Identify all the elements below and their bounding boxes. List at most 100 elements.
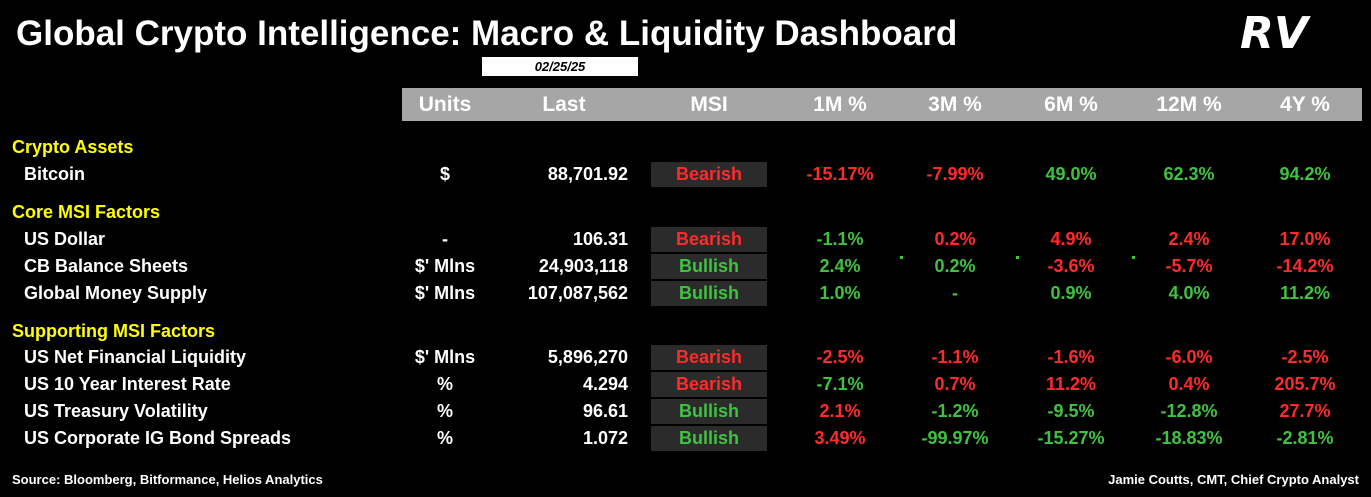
row-last: 24,903,118 [538,256,628,276]
row-name: US Treasury Volatility [24,401,208,421]
table-row: Bitcoin $ 88,701.92 Bearish -15.17% -7.9… [0,161,1371,188]
pct-6m: 0.9% [1050,283,1092,303]
pct-12m: -18.83% [1155,428,1223,448]
pct-12m: 4.0% [1168,283,1210,303]
table-row: US 10 Year Interest Rate % 4.294 Bearish… [0,371,1371,398]
header-msi: MSI [690,93,728,116]
row-units: $' Mlns [414,347,476,367]
date-label: 02/25/25 [482,57,638,76]
pct-4y: -2.81% [1276,428,1334,448]
section-title-core-msi: Core MSI Factors [12,202,161,222]
table-row: US Net Financial Liquidity $' Mlns 5,896… [0,344,1371,371]
msi-badge: Bullish [651,399,767,424]
row-name: US Net Financial Liquidity [24,347,247,367]
pct-12m: -12.8% [1160,401,1218,421]
pct-4y: -2.5% [1281,347,1329,367]
pct-1m: -2.5% [816,347,864,367]
row-name: US Corporate IG Bond Spreads [24,428,292,448]
pct-3m: -1.2% [931,401,979,421]
row-last: 5,896,270 [547,347,628,367]
row-units: % [436,374,453,394]
section-title-crypto-assets: Crypto Assets [12,137,134,157]
pct-6m: -15.27% [1037,428,1105,448]
header-units: Units [418,93,472,116]
page-title: Global Crypto Intelligence: Macro & Liqu… [16,14,958,53]
pct-4y: 94.2% [1279,164,1331,184]
pct-4y: -14.2% [1276,256,1334,276]
pct-6m: 49.0% [1045,164,1097,184]
table-header-bar [402,88,1362,121]
row-units: $' Mlns [414,256,476,276]
cell-flag-marker [1016,256,1019,259]
msi-badge: Bullish [651,281,767,306]
row-last: 1.072 [582,428,628,448]
pct-12m: -5.7% [1165,256,1213,276]
table-row: CB Balance Sheets $' Mlns 24,903,118 Bul… [0,253,1371,280]
row-name: US 10 Year Interest Rate [24,374,231,394]
pct-3m: -99.97% [921,428,989,448]
msi-badge: Bearish [651,345,767,370]
pct-4y: 17.0% [1279,229,1331,249]
row-last: 106.31 [572,229,628,249]
msi-badge: Bearish [651,227,767,252]
pct-1m: 2.1% [819,401,861,421]
msi-badge: Bearish [651,372,767,397]
pct-6m: -1.6% [1047,347,1095,367]
row-name: Global Money Supply [24,283,208,303]
pct-12m: 0.4% [1168,374,1210,394]
row-last: 4.294 [582,374,628,394]
row-units: $ [439,164,450,184]
pct-6m: 11.2% [1045,374,1097,394]
pct-1m: 1.0% [819,283,861,303]
row-name: CB Balance Sheets [24,256,189,276]
cell-flag-marker [900,256,903,259]
source-note: Source: Bloomberg, Bitformance, Helios A… [12,472,323,487]
pct-4y: 11.2% [1279,283,1331,303]
pct-3m: 0.2% [934,229,976,249]
header-1m: 1M % [813,93,867,116]
pct-1m: -1.1% [816,229,864,249]
pct-6m: -9.5% [1047,401,1095,421]
header-last: Last [542,93,586,116]
row-last: 96.61 [582,401,628,421]
pct-3m: -1.1% [931,347,979,367]
rv-logo: RV [1240,12,1311,52]
table-row: Global Money Supply $' Mlns 107,087,562 … [0,280,1371,307]
row-units: % [436,428,453,448]
header-12m: 12M % [1156,93,1222,116]
pct-4y: 205.7% [1274,374,1336,394]
cell-flag-marker [1132,256,1135,259]
row-last: 88,701.92 [547,164,628,184]
pct-1m: -15.17% [806,164,874,184]
table-row: US Corporate IG Bond Spreads % 1.072 Bul… [0,425,1371,452]
pct-1m: 3.49% [814,428,866,448]
pct-4y: 27.7% [1279,401,1331,421]
row-units: $' Mlns [414,283,476,303]
section-title-supporting-msi: Supporting MSI Factors [12,321,216,341]
row-name: US Dollar [24,229,106,249]
pct-1m: 2.4% [819,256,861,276]
pct-3m: - [952,283,958,303]
pct-3m: 0.2% [934,256,976,276]
pct-1m: -7.1% [816,374,864,394]
header-4y: 4Y % [1280,93,1330,116]
pct-12m: 2.4% [1168,229,1210,249]
pct-6m: 4.9% [1050,229,1092,249]
table-row: US Treasury Volatility % 96.61 Bullish 2… [0,398,1371,425]
table-row: US Dollar - 106.31 Bearish -1.1% 0.2% 4.… [0,226,1371,253]
pct-12m: -6.0% [1165,347,1213,367]
row-units: - [442,229,448,249]
header-6m: 6M % [1044,93,1098,116]
pct-3m: 0.7% [934,374,976,394]
author-note: Jamie Coutts, CMT, Chief Crypto Analyst [1108,472,1359,487]
pct-3m: -7.99% [926,164,984,184]
row-units: % [436,401,453,421]
row-last: 107,087,562 [527,283,628,303]
row-name: Bitcoin [24,164,85,184]
msi-badge: Bullish [651,254,767,279]
pct-12m: 62.3% [1163,164,1215,184]
header-3m: 3M % [928,93,982,116]
rv-logo-text: RV [1240,12,1311,52]
pct-6m: -3.6% [1047,256,1095,276]
msi-badge: Bearish [651,162,767,187]
